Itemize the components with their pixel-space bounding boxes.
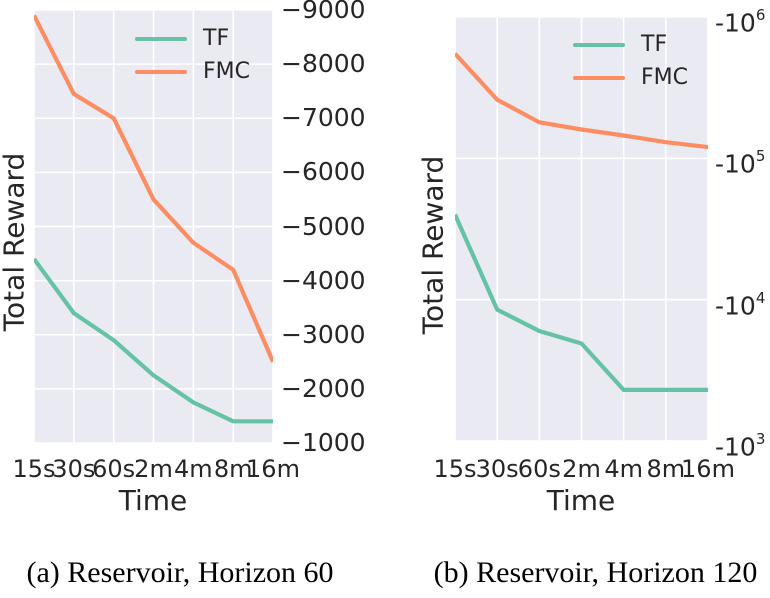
tf-line-swatch [573,42,625,48]
x-axis-label: Time [546,484,616,517]
legend-label-tf: TF [641,32,668,57]
y-tick-label: −3000 [281,319,366,349]
x-tick-label: 30s [52,455,96,483]
y-tick-label: -106 [715,6,766,38]
y-tick-label: -105 [715,147,766,179]
y-tick-label: −6000 [281,157,366,187]
legend-item-fmc: FMC [135,60,250,84]
x-tick-label: 4m [604,455,643,483]
x-tick-label: 8m [646,455,686,483]
y-tick-exponent: 3 [755,430,766,448]
y-tick-label: −7000 [281,103,366,133]
plot-canvas-b [455,17,708,441]
legend-item-fmc: FMC [573,66,688,90]
legend-item-tf: TF [135,27,250,51]
y-tick-label: -104 [715,288,766,320]
caption-b: (b) Reservoir, Horizon 120 [433,556,758,589]
x-tick-label: 2m [134,455,173,483]
plot-area-a [34,10,273,443]
y-tick-exponent: 5 [755,147,766,166]
y-tick-exponent: 6 [755,6,766,24]
tf-line-swatch [135,36,187,42]
x-tick-label: 15s [433,455,477,483]
x-axis-label: Time [118,484,188,517]
chart-panel-a: Total Reward Time TF FMC −9000 −8000 −7000… [0,0,385,545]
x-tick-label: 4m [174,455,213,483]
series-line-tf [455,213,708,392]
y-tick-label: −5000 [281,211,366,241]
legend-label-tf: TF [203,26,230,51]
x-tick-label: 60s [92,455,136,483]
x-tick-label: 30s [475,455,519,483]
fmc-line-swatch [573,75,625,81]
y-tick-label: -103 [715,430,766,462]
series-line-fmc [455,52,708,150]
legend-item-tf: TF [573,33,688,57]
series-line-tf [34,257,273,424]
x-tick-label: 2m [562,455,601,483]
caption-a: (a) Reservoir, Horizon 60 [26,556,334,589]
legend-label-fmc: FMC [641,65,688,90]
y-tick-label: −2000 [281,373,366,403]
y-tick-label: −8000 [281,49,366,79]
y-axis-label: Total Reward [416,155,450,335]
y-tick-label: −9000 [281,0,366,24]
plot-canvas-a [34,10,273,443]
chart-panel-b: Total Reward Time TF FMC -106 -105 -104 -10… [385,0,770,545]
legend: TF FMC [135,27,250,84]
y-tick-label: −1000 [281,428,366,457]
legend-label-fmc: FMC [203,59,250,84]
plot-area-b [455,17,708,441]
x-tick-label: 8m [213,455,253,483]
series-line-fmc [34,14,273,363]
x-tick-label: 15s [12,455,56,483]
x-tick-label: 16m [246,455,300,483]
y-axis-label: Total Reward [0,152,31,332]
fmc-line-swatch [135,69,187,75]
x-tick-label: 60s [517,455,561,483]
y-tick-label: −4000 [281,265,366,295]
y-tick-exponent: 4 [755,288,766,307]
legend: TF FMC [573,33,688,90]
x-tick-label: 16m [681,455,735,483]
